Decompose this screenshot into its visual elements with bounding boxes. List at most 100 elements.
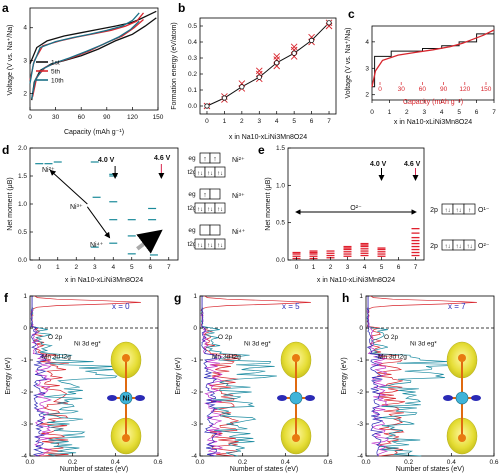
panel-b-hull-line [206, 22, 330, 107]
panel-e-xticks: 0 1 2 3 4 5 6 7 [295, 257, 418, 271]
panel-e-xlabel: x in Na10-xLiNi3Mn8O24 [317, 277, 395, 284]
panel-d-level-label: Ni²⁺ [232, 157, 245, 164]
panel-e-xtick-label: 4 [363, 264, 367, 271]
panel-g-dos-curve [201, 296, 218, 457]
panel-c-xlabel: x in Na10-xLiNi3Mn8O24 [394, 119, 472, 126]
panel-e-plot [292, 168, 420, 260]
panel-d-ni4-label: Ni⁴⁺ [90, 242, 104, 249]
panel-b-hull-point [256, 74, 262, 80]
panel-f-lobe-left [107, 395, 117, 401]
panel-d-t2g-electron: ↑↓ [197, 243, 203, 249]
panel-a-1st-charge-line [29, 10, 157, 65]
panel-d-eg-electron: ↑ [203, 192, 207, 199]
panel-a-xtick-label: 60 [78, 114, 86, 121]
panel-d-level-label: Ni³⁺ [232, 193, 245, 200]
panel-c-ylabel: Voltage (V vs. Na⁺/Na) [345, 27, 352, 98]
panel-b-ytick-label: 0.1 [188, 87, 197, 94]
panel-c-letter: c [348, 7, 355, 21]
panel-f-xtick-label: 0.4 [111, 459, 120, 466]
panel-d-t2g-electron: ↑↓ [217, 243, 223, 249]
panel-b-point-cross [273, 53, 281, 60]
panel-e-xtick-label: 0 [295, 264, 299, 271]
panel-e-ylabel: Net moment (μB) [265, 177, 272, 230]
panel-f-ytick-label: -4 [21, 453, 27, 460]
panel-b-plot [203, 19, 333, 110]
panel-h-ni-atom [455, 391, 469, 405]
panel-c-xtick-label: 2 [405, 109, 409, 116]
panel-b-ytick-label: 0.4 [188, 39, 197, 46]
panel-f-ylabel: Energy (eV) [5, 357, 12, 394]
panel-b-xtick-label: 3 [257, 118, 261, 125]
panel-g-lobe-left [277, 395, 287, 401]
panel-c-top-tick-label: 90 [440, 86, 448, 93]
panel-b-ytick-label: 0.3 [188, 55, 197, 62]
panel-b-hull-point [326, 20, 332, 26]
panel-f-xtick-label: 0.2 [68, 459, 77, 466]
panel-g-xtick-label: 0.4 [281, 459, 290, 466]
panel-c-top-tick-label: 30 [398, 86, 406, 93]
panel-d-t2g-electron: ↑↓ [207, 171, 213, 177]
panel-h-x-label: x = 7 [448, 302, 466, 311]
panel-h-ytick-label: -3 [357, 421, 363, 428]
panel-c-xtick-label: 4 [440, 109, 444, 116]
panel-c-ytick-label: 3 [365, 65, 369, 72]
panel-e: e 0 1 2 3 4 5 6 7 0.0 0.5 1.0 1.5 x in Na10-xLiNi3… [258, 143, 490, 284]
panel-c-top-tick-label: 60 [419, 86, 427, 93]
panel-e-label-4v: 4.0 V [370, 161, 387, 168]
panel-h-xlabel: Number of states (eV) [396, 466, 464, 473]
panel-b: b 0 1 2 3 4 5 6 7 0.0 0.1 0.2 0.3 0.4 0.5 x in Na10-… [171, 1, 337, 141]
panel-a-xtick-label: 90 [103, 114, 111, 121]
panel-h: h 0.0 0.2 0.4 0.6 1 0 -1 -2 -3 -4 O 2p Ni 3d eg*Mn … [341, 291, 499, 473]
panel-a-10th-discharge-line [31, 20, 140, 99]
panel-f-lobe-right [135, 395, 145, 401]
panel-c-top-tick-label: 150 [481, 86, 492, 93]
panel-f-xlabel: Number of states (eV) [60, 466, 128, 473]
panel-h-o-atom-top [458, 354, 466, 362]
panel-d-arrow-ni3-to-ni2 [49, 169, 88, 205]
panel-b-ytick-label: 0.2 [188, 71, 197, 78]
panel-f-dos-curve [30, 296, 48, 457]
panel-d: d 0 1 2 3 4 5 6 7 0.0 0.5 1.0 1.5 2.0 x in Na10-xLi… [2, 143, 246, 284]
panel-e-ytick-label: 0.5 [276, 220, 285, 227]
panel-c-xtick-label: 7 [492, 109, 496, 116]
panel-e-xtick-label: 6 [397, 264, 401, 271]
panel-g-ytick-label: -2 [191, 389, 197, 396]
panel-h-letter: h [342, 291, 349, 305]
panel-d-xtick-label: 3 [93, 264, 97, 271]
panel-c-xticks: 0 1 2 3 4 5 6 7 [370, 100, 496, 116]
panel-d-arrow-ni3-to-ni4 [86, 206, 111, 239]
panel-e-xtick-label: 1 [312, 264, 316, 271]
panel-b-frame [199, 17, 337, 115]
panel-d-letter: d [2, 143, 9, 157]
panel-b-xtick-label: 2 [240, 118, 244, 125]
panel-d-eg-label: eg [188, 155, 196, 162]
panel-d-gray-arrow [136, 229, 163, 254]
panel-h-ytick-label: -1 [357, 357, 363, 364]
panel-g-ylabel: Energy (eV) [175, 357, 182, 394]
panel-f-ytick-label: -2 [21, 389, 27, 396]
panel-f-ytick-label: -3 [21, 421, 27, 428]
panel-g-ytick-label: -4 [191, 453, 197, 460]
panel-c-yticks: 2 3 4 [365, 39, 375, 99]
panel-h-ytick-label: 0 [359, 325, 363, 332]
panel-c-top-axis-label: Capacity (mAh g⁻¹) [403, 99, 463, 106]
panel-h-xtick-label: 0.2 [404, 459, 413, 466]
panel-a-xtick-label: 150 [153, 114, 164, 121]
panel-h-dos-curve [366, 296, 474, 457]
panel-a-frame [29, 7, 159, 111]
panel-f-letter: f [4, 291, 9, 305]
panel-b-ylabel: Formation energy (eV/atom) [171, 22, 178, 110]
panel-b-point-cross [255, 67, 263, 75]
panel-a-xtick-label: 30 [52, 114, 60, 121]
panel-d-level-label: Ni⁴⁺ [232, 229, 246, 236]
panel-d-ytick-label: 0.0 [18, 257, 27, 264]
panel-g-annot-ni-eg: Ni 3d eg* [244, 341, 271, 348]
panel-d-eg-label: eg [188, 227, 196, 234]
panel-a-yticks: 2 3 4 [23, 25, 33, 98]
panel-d-ni3-label: Ni³⁺ [70, 204, 83, 211]
panel-f-ytick-label: -1 [21, 357, 27, 364]
panel-g-x-label: x = 5 [282, 302, 300, 311]
panel-e-frame [287, 147, 425, 261]
panel-a-xlabel: Capacity (mAh g⁻¹) [64, 129, 124, 136]
panel-f-o-atom-bottom [122, 434, 130, 442]
